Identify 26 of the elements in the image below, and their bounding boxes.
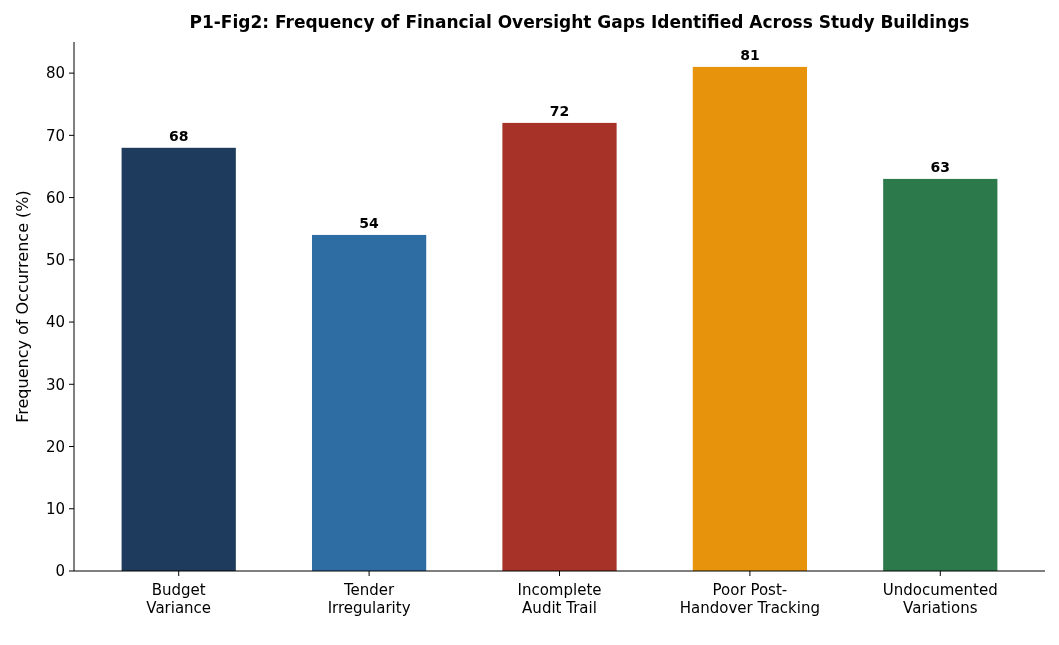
x-tick-label: Poor Post- Handover Tracking [679,581,820,617]
y-tick-label: 60 [45,188,65,207]
y-tick-label: 40 [45,313,65,332]
y-axis-title: Frequency of Occurrence (%) [13,190,32,423]
x-tick-label: Budget Variance [146,581,212,617]
data-label: 81 [740,46,760,63]
bar [883,178,998,571]
y-tick-label: 80 [45,64,65,83]
y-tick-label: 20 [45,437,65,456]
bar [502,122,617,571]
x-tick-label: Incomplete Audit Trail [517,581,602,617]
y-tick-label: 0 [55,562,65,581]
y-tick-label: 70 [45,126,65,145]
y-tick-label: 10 [45,500,65,519]
data-label: 72 [549,102,570,119]
data-label: 68 [168,127,189,144]
x-tick-label: Tender Irregularity [327,581,411,617]
bar [692,66,808,571]
chart-title: P1-Fig2: Frequency of Financial Oversight Gaps Identified Across Study Buildings [189,12,970,32]
data-label: 54 [359,214,380,231]
y-tick-label: 50 [45,251,65,270]
y-tick-label: 30 [45,375,65,394]
x-tick-label: Undocumented Variations [882,581,998,617]
bar [121,147,236,571]
data-label: 63 [930,158,951,175]
bar [311,234,427,571]
